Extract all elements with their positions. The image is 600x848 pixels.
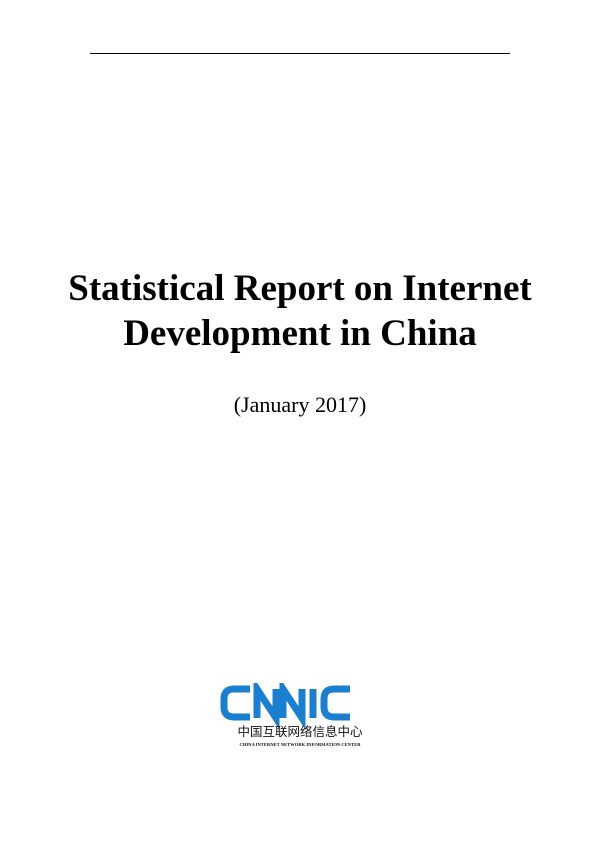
logo-english-name: CHINA INTERNET NETWORK INFORMATION CENTE… xyxy=(239,742,361,747)
header-rule xyxy=(90,53,510,54)
report-title-line-2: Development in China xyxy=(123,313,477,354)
report-date: (January 2017) xyxy=(233,392,367,417)
logo-chinese-name: 中国互联网络信息中心 xyxy=(237,724,363,739)
cnnic-logo: 中国互联网络信息中心 CHINA INTERNET NETWORK INFORM… xyxy=(220,683,363,747)
report-title-line-1: Statistical Report on Internet xyxy=(68,268,532,309)
